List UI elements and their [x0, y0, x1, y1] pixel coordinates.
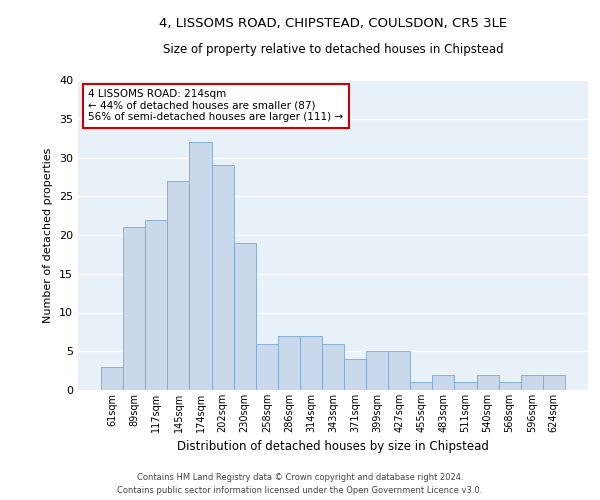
- X-axis label: Distribution of detached houses by size in Chipstead: Distribution of detached houses by size …: [177, 440, 489, 454]
- Y-axis label: Number of detached properties: Number of detached properties: [43, 148, 53, 322]
- Bar: [190, 142, 212, 390]
- Bar: [476, 374, 499, 390]
- Text: Size of property relative to detached houses in Chipstead: Size of property relative to detached ho…: [163, 42, 503, 56]
- Bar: [278, 336, 300, 390]
- Bar: [499, 382, 521, 390]
- Text: 4 LISSOMS ROAD: 214sqm
← 44% of detached houses are smaller (87)
56% of semi-det: 4 LISSOMS ROAD: 214sqm ← 44% of detached…: [88, 90, 343, 122]
- Bar: [366, 351, 388, 390]
- Bar: [123, 227, 145, 390]
- Bar: [454, 382, 476, 390]
- Bar: [101, 367, 123, 390]
- Text: 4, LISSOMS ROAD, CHIPSTEAD, COULSDON, CR5 3LE: 4, LISSOMS ROAD, CHIPSTEAD, COULSDON, CR…: [159, 18, 507, 30]
- Text: Contains HM Land Registry data © Crown copyright and database right 2024.
Contai: Contains HM Land Registry data © Crown c…: [118, 474, 482, 495]
- Bar: [543, 374, 565, 390]
- Bar: [388, 351, 410, 390]
- Bar: [322, 344, 344, 390]
- Bar: [145, 220, 167, 390]
- Bar: [300, 336, 322, 390]
- Bar: [410, 382, 433, 390]
- Bar: [233, 243, 256, 390]
- Bar: [167, 180, 190, 390]
- Bar: [344, 359, 366, 390]
- Bar: [433, 374, 454, 390]
- Bar: [212, 165, 233, 390]
- Bar: [256, 344, 278, 390]
- Bar: [521, 374, 543, 390]
